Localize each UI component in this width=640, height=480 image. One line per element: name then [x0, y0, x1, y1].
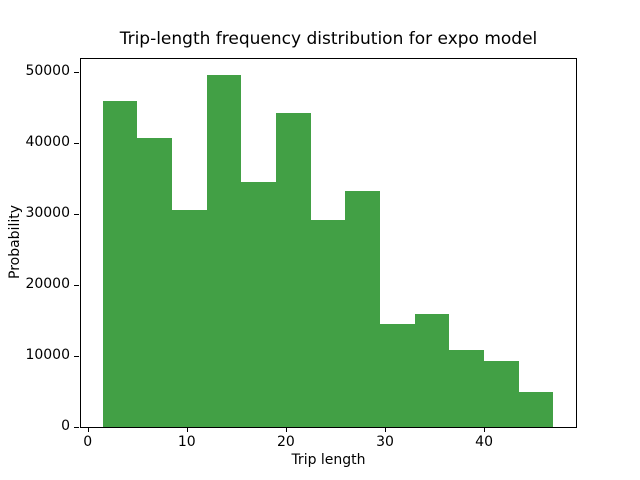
y-tick-label: 20000 — [25, 276, 70, 293]
histogram-bar — [276, 112, 311, 427]
x-tick-label: 20 — [276, 434, 295, 450]
histogram-bar — [484, 361, 519, 427]
histogram-bar — [380, 324, 415, 427]
histogram-bar — [310, 219, 346, 427]
y-tick-mark — [74, 427, 79, 428]
y-tick-mark — [74, 72, 79, 74]
chart-title: Trip-length frequency distribution for e… — [119, 29, 538, 49]
x-tick-label: 30 — [376, 434, 394, 450]
x-axis-label: Trip length — [291, 452, 366, 468]
histogram-bar — [449, 349, 485, 427]
histogram-bar — [171, 209, 207, 427]
histogram-bar — [241, 182, 276, 427]
y-tick-mark — [74, 356, 79, 357]
x-tick-mark — [484, 428, 486, 432]
histogram-bar — [206, 75, 242, 427]
histogram-bar — [345, 191, 380, 427]
y-tick-mark — [74, 285, 79, 287]
y-tick-label: 50000 — [25, 63, 70, 80]
y-tick-mark — [74, 214, 79, 216]
x-tick-label: 0 — [83, 434, 93, 450]
x-tick-label: 40 — [475, 434, 494, 450]
x-tick-label: 10 — [177, 434, 196, 450]
y-tick-mark — [74, 143, 79, 145]
x-tick-mark — [87, 428, 89, 432]
x-tick-mark — [285, 428, 287, 432]
y-tick-label: 0 — [61, 418, 70, 434]
x-tick-mark — [385, 428, 386, 432]
y-tick-label: 10000 — [25, 347, 70, 363]
y-tick-label: 40000 — [25, 134, 70, 151]
histogram-bar — [414, 313, 450, 427]
y-axis-label: Probability — [7, 204, 23, 280]
x-tick-mark — [186, 428, 188, 432]
histogram-bar — [518, 392, 554, 427]
y-tick-label: 30000 — [25, 205, 70, 222]
histogram-bar — [102, 101, 138, 427]
histogram-bar — [137, 138, 172, 427]
